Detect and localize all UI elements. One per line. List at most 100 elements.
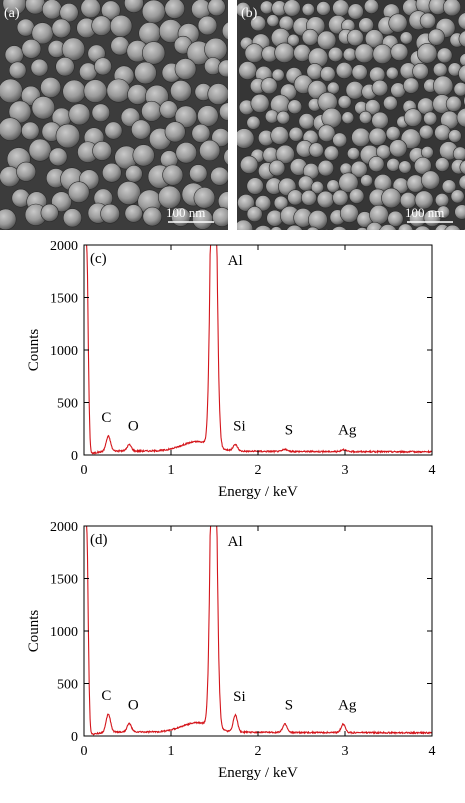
- sem-grain: [288, 100, 302, 114]
- sem-grain: [92, 16, 112, 36]
- sem-grain: [92, 104, 110, 122]
- peak-label-ag: Ag: [338, 697, 357, 713]
- sem-grain: [267, 15, 279, 27]
- sem-grain: [141, 101, 161, 121]
- sem-grain: [387, 158, 400, 171]
- sem-grain: [437, 48, 452, 63]
- sem-grain: [288, 190, 303, 205]
- y-tick-label: 0: [71, 449, 78, 464]
- sem-grain: [105, 122, 122, 139]
- sem-grain: [301, 190, 316, 205]
- sem-grain: [81, 0, 101, 18]
- sem-grain: [433, 76, 453, 96]
- sem-grain: [128, 84, 148, 104]
- sem-grain: [101, 204, 120, 223]
- x-tick-label: 4: [429, 744, 436, 759]
- peak-label-al: Al: [228, 253, 243, 269]
- sem-grain: [31, 59, 48, 76]
- sem-grain: [451, 190, 464, 203]
- sem-grain: [239, 62, 257, 80]
- sem-micrograph-a: (a) 100 nm: [0, 0, 228, 230]
- sem-grain: [421, 146, 433, 158]
- sem-grain: [211, 167, 228, 185]
- sem-grain: [271, 126, 289, 144]
- sem-grain: [372, 112, 389, 129]
- sem-grain: [421, 171, 439, 189]
- sem-grain: [389, 14, 407, 32]
- sem-grain: [443, 0, 460, 16]
- sem-grain: [49, 148, 67, 166]
- sem-grain: [102, 163, 121, 182]
- sem-grain: [419, 125, 433, 139]
- sem-grain: [247, 206, 262, 221]
- sem-grain: [309, 143, 324, 158]
- sem-grain: [420, 13, 436, 29]
- x-tick-label: 2: [255, 744, 262, 759]
- x-tick-label: 1: [168, 463, 175, 478]
- sem-grain: [324, 146, 339, 161]
- sem-micrograph-b: (b) 100 nm: [237, 0, 465, 230]
- sem-grain: [240, 156, 258, 174]
- x-tick-label: 0: [81, 744, 88, 759]
- sem-grain: [361, 175, 373, 187]
- sem-grain: [9, 62, 26, 79]
- sem-grain: [63, 80, 86, 103]
- sem-grain: [318, 160, 334, 176]
- sem-grain: [453, 147, 465, 161]
- sem-grain: [446, 96, 461, 111]
- sem-grain: [388, 211, 404, 227]
- y-tick-label: 500: [57, 397, 78, 412]
- sem-grain: [52, 19, 71, 38]
- sem-grain: [383, 96, 397, 110]
- sem-grain: [68, 182, 89, 203]
- sem-grain: [69, 104, 90, 125]
- sem-grain: [175, 58, 196, 79]
- sem-grain: [448, 130, 461, 143]
- sem-grain: [245, 44, 264, 63]
- sem-grain: [277, 111, 290, 124]
- sem-grain: [142, 0, 165, 23]
- y-tick-label: 500: [57, 678, 78, 693]
- sem-grain: [93, 141, 112, 160]
- peak-label-al: Al: [228, 534, 243, 550]
- sem-grain: [435, 125, 451, 141]
- sem-grain: [199, 140, 220, 161]
- sem-grain: [189, 165, 207, 183]
- y-tick-label: 2000: [50, 520, 78, 535]
- sem-grain: [107, 79, 130, 102]
- sem-grain: [41, 204, 59, 222]
- sem-grain: [317, 191, 334, 208]
- y-tick-label: 1000: [50, 625, 78, 640]
- sem-grain: [204, 38, 227, 61]
- sem-grain: [134, 62, 156, 84]
- sem-grain: [386, 126, 400, 140]
- sem-grain: [342, 112, 354, 124]
- sem-grain: [454, 82, 465, 96]
- y-axis-label: Counts: [26, 329, 42, 372]
- sem-grain: [163, 165, 183, 185]
- peak-label-ag: Ag: [338, 423, 357, 439]
- sem-grain: [247, 178, 264, 195]
- sem-grain: [208, 83, 228, 104]
- sem-grain: [176, 142, 197, 163]
- peak-label-si: Si: [233, 419, 246, 435]
- sem-grain: [391, 43, 408, 60]
- panel-label-b: (b): [241, 6, 258, 21]
- x-axis-label: Energy / keV: [218, 765, 298, 781]
- scale-bar-label-b: 100 nm: [405, 205, 444, 220]
- peak-label-s: S: [285, 697, 293, 713]
- sem-grain: [302, 29, 318, 45]
- sem-grain: [260, 1, 273, 14]
- sem-grain: [42, 0, 62, 19]
- sem-grain: [94, 58, 111, 75]
- sem-grain: [400, 32, 412, 44]
- sem-grain: [386, 67, 398, 79]
- peak-label-s: S: [285, 423, 293, 439]
- x-tick-label: 3: [342, 463, 349, 478]
- sem-grain: [117, 181, 140, 204]
- panel-label-a: (a): [4, 6, 20, 21]
- scale-bar-label-a: 100 nm: [166, 205, 205, 220]
- sem-grain: [251, 94, 269, 112]
